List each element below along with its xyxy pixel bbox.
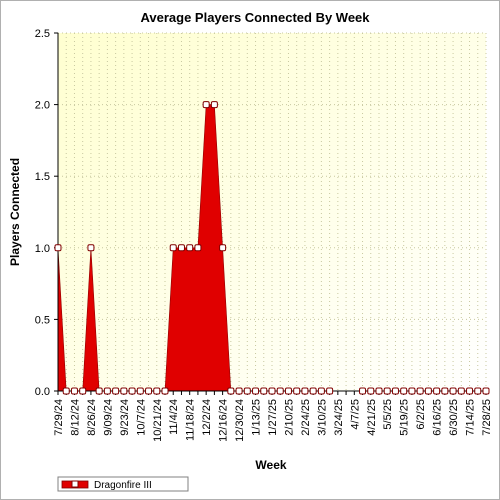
x-tick-label: 9/09/24 bbox=[102, 399, 114, 436]
data-point bbox=[243, 387, 251, 395]
data-point bbox=[276, 387, 284, 395]
data-point bbox=[136, 387, 144, 395]
x-tick-label: 8/12/24 bbox=[69, 399, 81, 436]
data-point bbox=[153, 387, 161, 395]
legend-box bbox=[57, 476, 189, 492]
x-tick-label: 12/30/24 bbox=[234, 399, 246, 442]
data-point bbox=[457, 387, 465, 395]
x-tick-label: 4/21/25 bbox=[366, 399, 378, 436]
data-point bbox=[284, 387, 292, 395]
data-point bbox=[482, 387, 490, 395]
x-tick-label: 3/24/25 bbox=[333, 399, 345, 436]
x-tick-label: 6/2/25 bbox=[415, 399, 427, 430]
data-point bbox=[120, 387, 128, 395]
x-tick-label: 2/24/25 bbox=[300, 399, 312, 436]
data-point bbox=[194, 244, 202, 252]
data-point bbox=[449, 387, 457, 395]
x-tick-label: 12/16/24 bbox=[218, 399, 230, 442]
data-point bbox=[375, 387, 383, 395]
y-axis-label: Players Connected bbox=[8, 158, 22, 266]
data-point bbox=[416, 387, 424, 395]
x-tick-label: 7/29/24 bbox=[53, 399, 65, 436]
data-point bbox=[227, 387, 235, 395]
x-tick-label: 8/26/24 bbox=[86, 399, 98, 436]
x-tick-label: 6/30/25 bbox=[448, 399, 460, 436]
data-point bbox=[391, 387, 399, 395]
data-point bbox=[87, 244, 95, 252]
data-point bbox=[210, 101, 218, 109]
data-point bbox=[441, 387, 449, 395]
data-point bbox=[433, 387, 441, 395]
data-point bbox=[317, 387, 325, 395]
data-point bbox=[202, 101, 210, 109]
data-point bbox=[400, 387, 408, 395]
data-point bbox=[79, 387, 87, 395]
data-point bbox=[260, 387, 268, 395]
data-point bbox=[466, 387, 474, 395]
y-tick-label: 2.0 bbox=[35, 100, 50, 112]
data-point bbox=[309, 387, 317, 395]
data-point bbox=[161, 387, 169, 395]
data-point bbox=[367, 387, 375, 395]
data-point bbox=[62, 387, 70, 395]
data-point bbox=[424, 387, 432, 395]
x-tick-label: 7/28/25 bbox=[481, 399, 493, 436]
y-tick-label: 1.0 bbox=[35, 243, 50, 255]
x-tick-label: 5/19/25 bbox=[399, 399, 411, 436]
y-tick-label: 0.0 bbox=[35, 386, 50, 398]
x-tick-label: 5/5/25 bbox=[382, 399, 394, 430]
x-tick-label: 6/16/25 bbox=[432, 399, 444, 436]
x-tick-label: 3/10/25 bbox=[316, 399, 328, 436]
x-tick-label: 1/27/25 bbox=[267, 399, 279, 436]
x-tick-label: 10/7/24 bbox=[135, 399, 147, 436]
y-tick-label: 1.5 bbox=[35, 171, 50, 183]
legend-marker bbox=[71, 480, 79, 488]
data-point bbox=[177, 244, 185, 252]
data-point bbox=[326, 387, 334, 395]
data-point bbox=[301, 387, 309, 395]
chart-title: Average Players Connected By Week bbox=[140, 10, 370, 25]
data-point bbox=[268, 387, 276, 395]
data-point bbox=[252, 387, 260, 395]
x-tick-label: 4/7/25 bbox=[349, 399, 361, 430]
data-point bbox=[54, 244, 62, 252]
legend: Dragonfire III bbox=[57, 476, 189, 492]
data-point bbox=[408, 387, 416, 395]
x-tick-label: 12/2/24 bbox=[201, 399, 213, 436]
data-point bbox=[112, 387, 120, 395]
data-point bbox=[474, 387, 482, 395]
x-tick-label: 7/14/25 bbox=[465, 399, 477, 436]
data-point bbox=[235, 387, 243, 395]
data-point bbox=[95, 387, 103, 395]
legend-label: Dragonfire III bbox=[94, 480, 152, 491]
data-point bbox=[359, 387, 367, 395]
data-point bbox=[293, 387, 301, 395]
y-tick-label: 2.5 bbox=[35, 28, 50, 40]
data-point bbox=[169, 244, 177, 252]
data-point bbox=[103, 387, 111, 395]
data-point bbox=[383, 387, 391, 395]
x-axis-label: Week bbox=[255, 458, 286, 472]
x-tick-label: 11/4/24 bbox=[168, 399, 180, 435]
data-point bbox=[219, 244, 227, 252]
x-tick-label: 10/21/24 bbox=[152, 399, 164, 442]
data-point bbox=[128, 387, 136, 395]
y-tick-label: 0.5 bbox=[35, 314, 50, 326]
plot-background bbox=[58, 33, 486, 391]
data-point bbox=[70, 387, 78, 395]
x-tick-label: 1/13/25 bbox=[251, 399, 263, 436]
data-point bbox=[186, 244, 194, 252]
data-point bbox=[145, 387, 153, 395]
x-tick-label: 2/10/25 bbox=[283, 399, 295, 436]
x-tick-label: 9/23/24 bbox=[119, 399, 131, 436]
x-tick-label: 11/18/24 bbox=[185, 399, 197, 441]
